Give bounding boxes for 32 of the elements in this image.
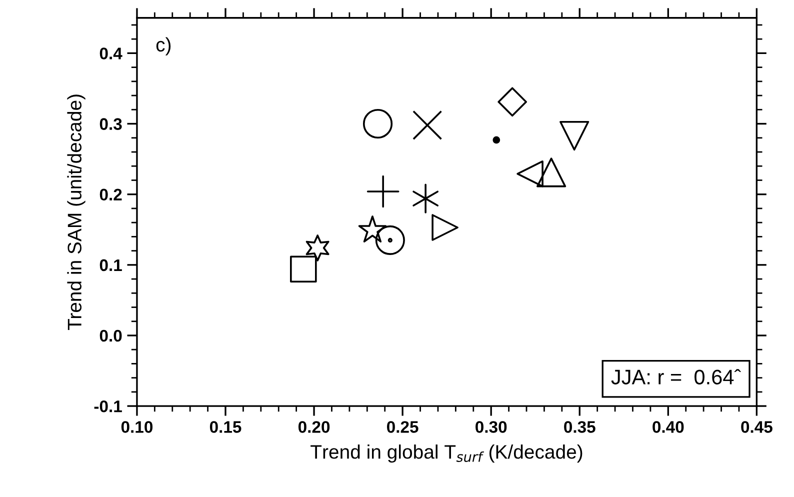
point — [492, 136, 500, 144]
x-tick-label: 0.20 — [298, 421, 330, 433]
annotation: JJA: r = 0.64ˆ — [611, 369, 741, 384]
point — [432, 214, 458, 241]
x-tick-label: 0.30 — [476, 421, 507, 433]
x-tick-label: 0.10 — [121, 421, 152, 433]
x-tick-label: 0.45 — [741, 421, 772, 433]
point — [290, 256, 317, 283]
point — [358, 216, 387, 242]
x-axis-title: Trend in global T$_{surf}$ (K/decade) — [310, 444, 582, 463]
y-tick-label: 0.3 — [100, 118, 122, 130]
x-tick-label: 0.25 — [387, 421, 418, 433]
y-tick-label: 0.0 — [100, 330, 122, 342]
y-tick-label: 0.4 — [100, 48, 122, 60]
x-tick-label: 0.40 — [652, 421, 684, 433]
y-tick-label: -0.1 — [94, 400, 122, 412]
point — [412, 110, 442, 140]
point — [498, 87, 527, 117]
point — [412, 184, 439, 214]
x-tick-label: 0.15 — [210, 421, 242, 433]
y-tick-label: 0.1 — [100, 259, 122, 272]
annotation: c) — [156, 37, 171, 56]
y-axis-title: Trend in SAM (unit/decade) — [67, 94, 86, 330]
x-tick-label: 0.35 — [564, 421, 596, 433]
point — [306, 234, 330, 262]
point — [536, 158, 566, 188]
point — [366, 175, 400, 208]
point — [560, 120, 590, 151]
y-tick-label: 0.2 — [100, 188, 122, 201]
point — [362, 108, 393, 139]
point — [516, 160, 544, 188]
point — [375, 225, 405, 255]
